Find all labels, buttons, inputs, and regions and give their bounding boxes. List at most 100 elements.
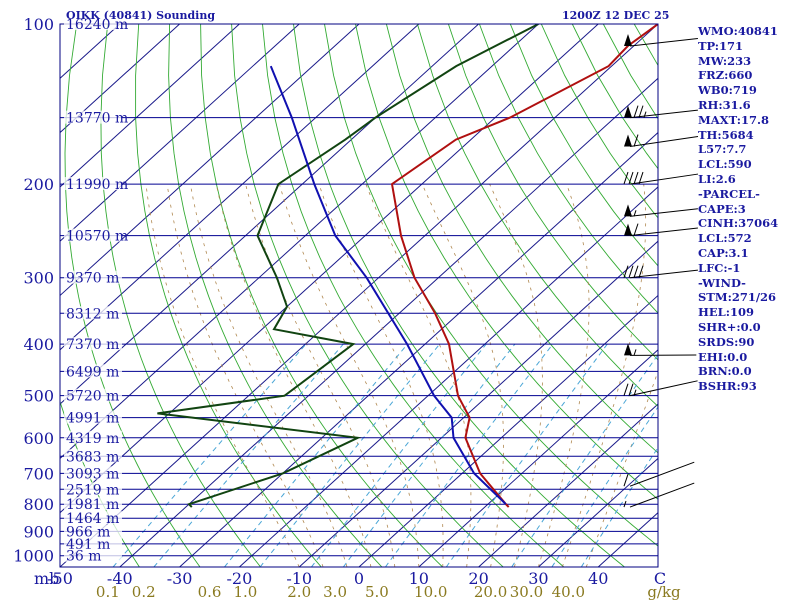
height-label: 4991 m xyxy=(66,411,119,427)
index-item: HEL:109 xyxy=(698,305,754,320)
height-label: 1464 m xyxy=(66,511,119,527)
index-item: RH:31.6 xyxy=(698,97,751,112)
height-label: 4319 m xyxy=(66,431,119,447)
mixing-ratio-line xyxy=(511,353,658,567)
isotherm-line xyxy=(119,77,658,567)
wind-barb xyxy=(624,105,698,119)
mixing-ratio-line xyxy=(259,343,441,567)
moist-adiabat xyxy=(538,183,590,567)
mixing-ratio-tick-label: 1.0 xyxy=(233,583,257,600)
index-item: TP:171 xyxy=(698,38,744,53)
isotherm-line xyxy=(60,24,420,351)
dry-adiabat xyxy=(324,24,658,547)
wind-barb xyxy=(623,482,695,508)
temperature-tick-label: 20 xyxy=(468,569,488,588)
height-label: 1981 m xyxy=(66,497,119,513)
sounding-traces xyxy=(157,24,658,508)
dry-adiabat xyxy=(135,24,322,567)
index-item: LCL:590 xyxy=(698,157,752,172)
pressure-tick-label: 600 xyxy=(23,429,54,448)
index-item: SHR+:0.0 xyxy=(698,319,761,334)
pressure-tick-label: 100 xyxy=(23,15,54,34)
index-item: BSHR:93 xyxy=(698,379,757,394)
chart-timestamp: 1200Z 12 DEC 25 xyxy=(562,9,670,22)
mixing-ratio-line xyxy=(153,343,344,567)
index-item: SRDS:90 xyxy=(698,334,755,349)
moist-adiabat xyxy=(489,183,543,567)
height-label-bg xyxy=(64,270,122,284)
height-label-bg xyxy=(64,364,122,378)
height-label: 36 m xyxy=(66,549,102,565)
mixing-ratio-tick-label: 10.0 xyxy=(414,583,447,600)
height-label: 3683 m xyxy=(66,449,119,465)
index-item: TH:5684 xyxy=(698,127,754,142)
index-item: LCL:572 xyxy=(698,231,752,246)
moist-adiabat xyxy=(190,184,348,567)
dry-adiabat xyxy=(509,24,658,267)
height-label-bg xyxy=(64,388,122,402)
height-label: 8312 m xyxy=(66,306,119,322)
dry-adiabat xyxy=(231,24,504,567)
mixing-ratio-line xyxy=(445,343,608,567)
mixing-ratio-line xyxy=(311,343,487,567)
isotherm-line xyxy=(179,131,658,567)
isotherm-line xyxy=(60,24,360,297)
index-item: CINH:37064 xyxy=(698,216,779,231)
dry-adiabat xyxy=(293,24,625,567)
wind-barb xyxy=(623,265,698,279)
height-label: 6499 m xyxy=(66,364,119,380)
moist-adiabat xyxy=(318,183,444,567)
height-label: 13770 m xyxy=(66,111,128,127)
height-label: 10570 m xyxy=(66,229,128,245)
dry-adiabat xyxy=(100,24,261,567)
index-item: FRZ:660 xyxy=(698,68,753,83)
height-label-bg xyxy=(64,466,122,480)
isotherm-line xyxy=(239,186,658,567)
index-item: BRN:0.0 xyxy=(698,364,752,379)
mixing-ratio-tick-label: 5.0 xyxy=(365,583,389,600)
moist-adiabat xyxy=(279,183,420,567)
pressure-isobars xyxy=(60,23,658,557)
temperature-tick-label: 0 xyxy=(354,569,364,588)
mixing-ratio-tick-label: 0.1 xyxy=(96,583,120,600)
height-label: 11990 m xyxy=(66,177,128,193)
wind-barbs xyxy=(623,34,699,508)
wind-barb xyxy=(624,223,698,237)
temperature-tick-label: 30 xyxy=(528,569,548,588)
wind-barb xyxy=(623,171,699,185)
pressure-tick-label: 500 xyxy=(23,387,54,406)
index-item: -WIND- xyxy=(698,275,746,290)
height-label-bg xyxy=(64,482,122,496)
isotherm-line xyxy=(60,24,300,242)
pressure-tick-label: 1000 xyxy=(13,547,54,566)
temperature-tick-label: -30 xyxy=(167,569,193,588)
moist-adiabat xyxy=(421,183,504,567)
height-label-bg xyxy=(64,410,122,424)
height-label-bg xyxy=(64,228,122,242)
index-item: WB0:719 xyxy=(698,83,757,98)
isotherm-line xyxy=(538,457,658,567)
mixing-ratio-line xyxy=(112,343,307,567)
index-item: CAPE:3 xyxy=(698,201,746,216)
dry-adiabat xyxy=(262,24,565,567)
pressure-tick-label: 300 xyxy=(23,269,54,288)
index-item: L57:7.7 xyxy=(698,142,747,157)
mixing-ratio-line xyxy=(224,343,408,567)
pressure-tick-label: 800 xyxy=(23,495,54,514)
height-label: 5720 m xyxy=(66,389,119,405)
mixing-ratio-line xyxy=(580,446,658,567)
index-item: CAP:3.1 xyxy=(698,245,749,260)
wind-barb xyxy=(624,34,698,47)
height-label-bg xyxy=(64,430,122,444)
dry-adiabat xyxy=(416,24,658,407)
mixing-ratio-line xyxy=(384,343,554,567)
dry-adiabat xyxy=(385,24,658,454)
mixing-ratio-tick-label: 0.6 xyxy=(198,583,222,600)
wind-barb xyxy=(624,204,698,217)
moist-adiabat xyxy=(561,184,647,567)
wind-barb xyxy=(623,380,698,397)
temperature-axis-end-label: C xyxy=(654,569,666,588)
mixing-ratio-tick-label: 40.0 xyxy=(552,583,585,600)
moist-adiabat xyxy=(145,184,300,567)
